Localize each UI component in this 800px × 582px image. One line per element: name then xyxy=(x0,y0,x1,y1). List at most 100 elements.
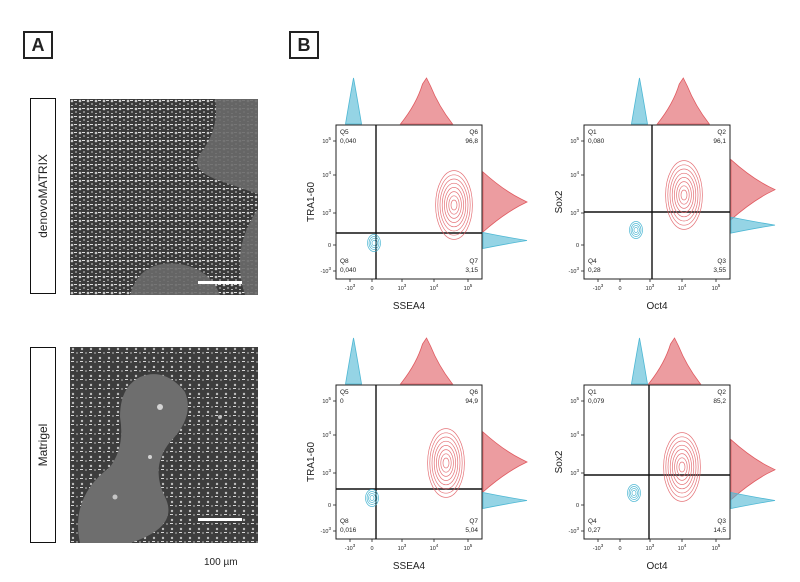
histogram-top-control xyxy=(345,77,362,125)
x-tick-label: 103 xyxy=(398,543,407,552)
y-tick-label: 103 xyxy=(322,208,331,217)
histogram-right-positive xyxy=(482,171,528,233)
x-tick-label: -103 xyxy=(345,283,356,292)
x-tick-label: 104 xyxy=(430,543,439,552)
quadrant-name: Q5 xyxy=(340,389,349,396)
y-tick-label: 105 xyxy=(570,136,579,145)
contour-control xyxy=(368,236,380,250)
contour-positive xyxy=(440,453,452,473)
quadrant-value: 0,079 xyxy=(588,398,605,405)
contour-control xyxy=(367,234,381,252)
x-tick-label: 105 xyxy=(464,283,473,292)
y-tick-label: -103 xyxy=(569,266,580,275)
contour-control xyxy=(631,490,637,496)
quadrant-name: Q8 xyxy=(340,258,349,265)
flow-plot-1 xyxy=(333,77,528,282)
contour-positive xyxy=(444,187,464,223)
quadrant-value: 0,080 xyxy=(588,138,605,145)
scale-bar xyxy=(198,518,242,521)
contour-positive xyxy=(667,440,697,494)
y-tick-label: -103 xyxy=(321,266,332,275)
x-tick-label: -103 xyxy=(345,543,356,552)
contour-positive xyxy=(672,449,692,485)
contour-positive xyxy=(433,440,459,486)
x-tick-label: 105 xyxy=(464,543,473,552)
histogram-top-control xyxy=(631,337,648,385)
contour-positive xyxy=(442,457,450,469)
x-tick-label: 104 xyxy=(430,283,439,292)
x-axis-label: Oct4 xyxy=(646,561,668,572)
x-axis-label: SSEA4 xyxy=(393,301,426,312)
contour-positive xyxy=(441,182,467,228)
quadrant-value: 3,15 xyxy=(465,267,478,274)
quadrant-name: Q1 xyxy=(588,389,597,396)
contour-positive xyxy=(446,191,462,219)
contour-positive xyxy=(439,178,469,232)
contour-control xyxy=(365,489,379,507)
histogram-right-control xyxy=(730,492,776,509)
y-axis-label: Sox2 xyxy=(554,450,565,473)
panel-label-a: A xyxy=(23,31,53,59)
contour-control xyxy=(628,486,640,500)
contour-positive xyxy=(667,164,701,226)
y-tick-label: 104 xyxy=(322,430,331,439)
contour-positive xyxy=(663,432,701,502)
y-tick-label: 104 xyxy=(570,430,579,439)
quadrant-name: Q7 xyxy=(469,518,478,525)
contour-positive xyxy=(429,432,463,494)
contour-control xyxy=(632,225,640,235)
contour-control xyxy=(629,221,643,239)
contour-positive xyxy=(671,172,697,218)
quadrant-name: Q2 xyxy=(717,389,726,396)
quadrant-name: Q8 xyxy=(340,518,349,525)
contour-positive xyxy=(674,453,690,481)
histogram-right-control xyxy=(730,216,776,234)
contour-control xyxy=(371,240,377,246)
y-axis-label: TRA1-60 xyxy=(306,442,317,482)
contour-control xyxy=(366,491,378,505)
quadrant-value: 85,2 xyxy=(713,398,726,405)
quadrant-value: 0,28 xyxy=(588,267,601,274)
x-tick-label: 105 xyxy=(712,543,721,552)
x-tick-label: 104 xyxy=(678,543,687,552)
condition-label-text: Matrigel xyxy=(36,423,50,467)
x-tick-label: 105 xyxy=(712,283,721,292)
quadrant-name: Q6 xyxy=(469,389,478,396)
contour-positive xyxy=(665,160,703,230)
condition-label-text: denovoMATRIX xyxy=(36,154,50,238)
quadrant-value: 14,5 xyxy=(713,527,726,534)
quadrant-value: 5,04 xyxy=(465,527,478,534)
quadrant-name: Q5 xyxy=(340,129,349,136)
quadrant-value: 0,27 xyxy=(588,527,601,534)
contour-positive xyxy=(438,449,454,477)
histogram-top-positive xyxy=(399,77,454,125)
contour-positive xyxy=(669,444,695,490)
contour-control xyxy=(369,495,375,501)
condition-label-denovomatrix: denovoMATRIX xyxy=(30,98,56,294)
contour-control xyxy=(630,488,638,498)
quadrant-value: 96,8 xyxy=(465,138,478,145)
contour-positive xyxy=(674,177,694,213)
y-tick-label: -103 xyxy=(569,526,580,535)
contour-control xyxy=(370,238,378,248)
quadrant-name: Q2 xyxy=(717,129,726,136)
y-axis-label: Sox2 xyxy=(554,190,565,213)
quadrant-name: Q6 xyxy=(469,129,478,136)
quadrant-name: Q1 xyxy=(588,129,597,136)
contour-control xyxy=(627,484,641,502)
y-tick-label: 105 xyxy=(322,396,331,405)
contour-positive xyxy=(676,181,692,209)
contour-positive xyxy=(431,436,461,490)
y-tick-label: 103 xyxy=(322,468,331,477)
scale-bar xyxy=(198,281,242,284)
y-tick-label: 103 xyxy=(570,468,579,477)
contour-positive xyxy=(678,185,690,205)
contour-positive xyxy=(437,174,471,236)
histogram-right-positive xyxy=(730,158,776,221)
plot-frame xyxy=(583,124,731,280)
y-axis-label: TRA1-60 xyxy=(306,182,317,222)
x-tick-label: 103 xyxy=(646,543,655,552)
contour-positive xyxy=(427,428,465,498)
x-tick-label: 0 xyxy=(370,286,373,292)
condition-label-matrigel: Matrigel xyxy=(30,347,56,543)
